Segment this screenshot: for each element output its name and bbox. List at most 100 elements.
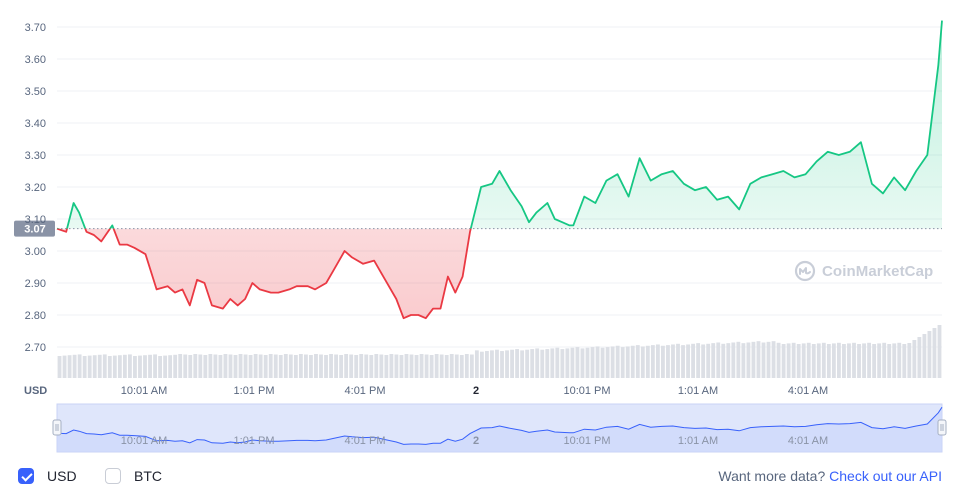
volume-bar — [419, 354, 424, 378]
volume-bar — [666, 345, 670, 378]
volume-bar — [233, 355, 238, 378]
volume-bar — [399, 355, 404, 378]
volume-bar — [238, 354, 243, 378]
volume-bar — [87, 355, 92, 378]
y-axis-unit: USD — [24, 385, 47, 397]
volume-bar — [872, 344, 877, 378]
navigator-tick-label: 1:01 AM — [678, 435, 718, 447]
volume-bar — [625, 346, 630, 378]
volume-bar — [143, 355, 147, 378]
volume-bar — [198, 354, 203, 378]
volume-bar — [349, 354, 354, 378]
reference-line: 3.07 — [14, 220, 942, 237]
volume-bar — [897, 342, 902, 378]
volume-bar — [449, 354, 454, 378]
volume-bar — [912, 340, 917, 378]
volume-bar — [324, 355, 328, 378]
volume-bar — [389, 354, 394, 378]
volume-bar — [148, 354, 152, 378]
navigator-left-handle[interactable] — [52, 419, 62, 436]
volume-bar — [550, 348, 555, 378]
volume-bar — [500, 351, 504, 378]
volume-bar — [77, 354, 82, 378]
x-tick-label: 2 — [473, 385, 479, 397]
volume-bar — [107, 356, 112, 378]
y-tick-label: 3.40 — [25, 118, 46, 130]
volume-bars — [57, 325, 942, 378]
volume-bar — [490, 350, 494, 378]
volume-bar — [469, 354, 474, 378]
volume-bar — [661, 345, 665, 378]
volume-bar — [831, 343, 836, 378]
y-tick-label: 3.60 — [25, 54, 46, 66]
volume-bar — [67, 355, 72, 378]
volume-bar — [907, 343, 912, 378]
volume-bar — [525, 349, 530, 378]
volume-bar — [816, 343, 821, 378]
volume-bar — [650, 345, 655, 378]
volume-bar — [303, 354, 308, 378]
volume-bar — [570, 347, 575, 378]
volume-bar — [102, 354, 107, 378]
y-tick-label: 3.70 — [25, 22, 46, 34]
usd-label[interactable]: USD — [47, 468, 77, 484]
volume-bar — [263, 355, 268, 378]
volume-bar — [510, 349, 514, 378]
navigator-right-handle[interactable] — [937, 419, 947, 436]
btc-label[interactable]: BTC — [134, 468, 162, 484]
volume-bar — [892, 343, 897, 378]
volume-bar — [178, 354, 183, 378]
volume-bar — [479, 351, 484, 378]
volume-bar — [821, 342, 826, 378]
volume-bar — [615, 345, 620, 378]
volume-bar — [429, 355, 434, 378]
volume-bar — [329, 354, 333, 378]
reference-price-badge — [14, 220, 55, 237]
handle-grip — [937, 419, 947, 436]
volume-bar — [731, 342, 736, 378]
volume-bar — [273, 354, 278, 378]
volume-bar — [409, 354, 414, 378]
volume-bar — [62, 355, 67, 378]
volume-bar — [811, 344, 816, 378]
volume-bar — [158, 356, 162, 378]
volume-bar — [359, 354, 364, 378]
x-tick-label: 1:01 AM — [678, 385, 718, 397]
area-above-reference — [57, 20, 942, 229]
volume-bar — [384, 355, 389, 378]
api-link[interactable]: Check out our API — [829, 468, 942, 484]
navigator-area — [57, 407, 942, 452]
volume-bar — [278, 355, 283, 378]
btc-checkbox[interactable] — [105, 468, 121, 484]
price-lines — [56, 20, 943, 320]
volume-bar — [218, 355, 223, 378]
volume-bar — [173, 354, 178, 378]
volume-bar — [842, 344, 846, 378]
volume-bar — [404, 354, 409, 378]
volume-bar — [721, 343, 726, 378]
navigator[interactable]: 10:01 AM 1:01 PM 4:01 PM 2 10:01 PM 1:01 AM 4:… — [52, 403, 947, 453]
volume-bar — [630, 345, 635, 378]
volume-bar — [545, 349, 550, 378]
volume-bar — [671, 344, 675, 378]
volume-bar — [298, 354, 303, 378]
price-area-fill — [57, 20, 942, 319]
volume-bar — [645, 345, 650, 378]
x-tick-label: 10:01 PM — [563, 385, 610, 397]
volume-bar — [887, 344, 892, 378]
volume-bar — [57, 356, 62, 378]
volume-bar — [203, 355, 208, 378]
volume-bar — [716, 342, 721, 378]
usd-checkbox[interactable] — [18, 468, 34, 484]
volume-bar — [112, 355, 117, 378]
volume-bar — [339, 355, 344, 378]
volume-bar — [655, 344, 660, 378]
volume-bar — [640, 346, 645, 378]
volume-bar — [826, 344, 831, 378]
volume-bar — [213, 354, 218, 378]
volume-bar — [464, 354, 469, 378]
x-tick-label: 4:01 PM — [345, 385, 386, 397]
volume-bar — [590, 347, 595, 378]
volume-bar — [168, 355, 173, 378]
